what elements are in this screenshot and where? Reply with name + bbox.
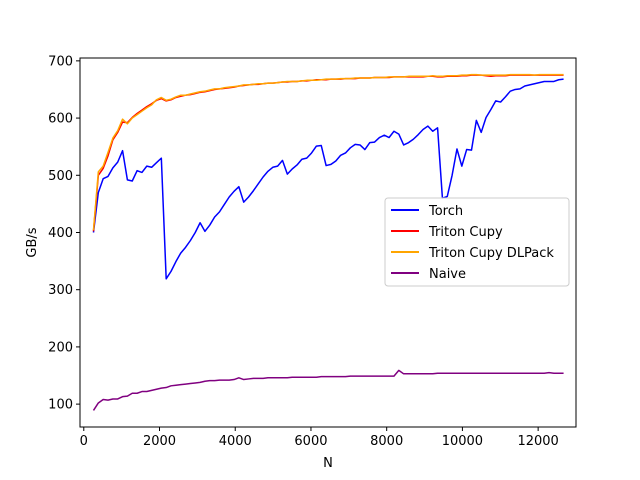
legend-label: Torch xyxy=(428,204,463,219)
legend-box xyxy=(384,197,570,287)
legend: Torch Triton Cupy Triton Cupy DLPack Naive xyxy=(384,197,570,287)
legend-label: Naive xyxy=(429,267,466,282)
x-tick-label: 6000 xyxy=(294,434,327,449)
y-tick-label: 600 xyxy=(48,112,73,127)
series-line-0 xyxy=(92,78,564,280)
y-tick-label: 700 xyxy=(48,54,73,69)
y-tick-label: 300 xyxy=(48,283,73,298)
x-tick-label: 12000 xyxy=(517,434,558,449)
series-line-3 xyxy=(92,369,564,411)
legend-label: Triton Cupy DLPack xyxy=(428,246,554,261)
axes-frame xyxy=(79,57,577,428)
legend-label: Triton Cupy xyxy=(428,225,503,240)
plot-area xyxy=(92,73,564,411)
y-axis: 100 200 300 400 500 600 700 xyxy=(48,54,80,413)
y-tick-label: 400 xyxy=(48,226,73,241)
y-tick-label: 500 xyxy=(48,169,73,184)
x-axis: 0 2000 4000 6000 8000 10000 12000 xyxy=(80,427,559,449)
x-tick-label: 10000 xyxy=(442,434,483,449)
x-axis-label: N xyxy=(323,456,333,471)
x-tick-label: 0 xyxy=(80,434,88,449)
series-line-2 xyxy=(92,73,564,231)
x-tick-label: 2000 xyxy=(143,434,176,449)
x-tick-label: 8000 xyxy=(370,434,403,449)
y-tick-label: 200 xyxy=(48,340,73,355)
y-axis-label: GB/s xyxy=(25,227,40,257)
x-tick-label: 4000 xyxy=(219,434,252,449)
y-tick-label: 100 xyxy=(48,398,73,413)
